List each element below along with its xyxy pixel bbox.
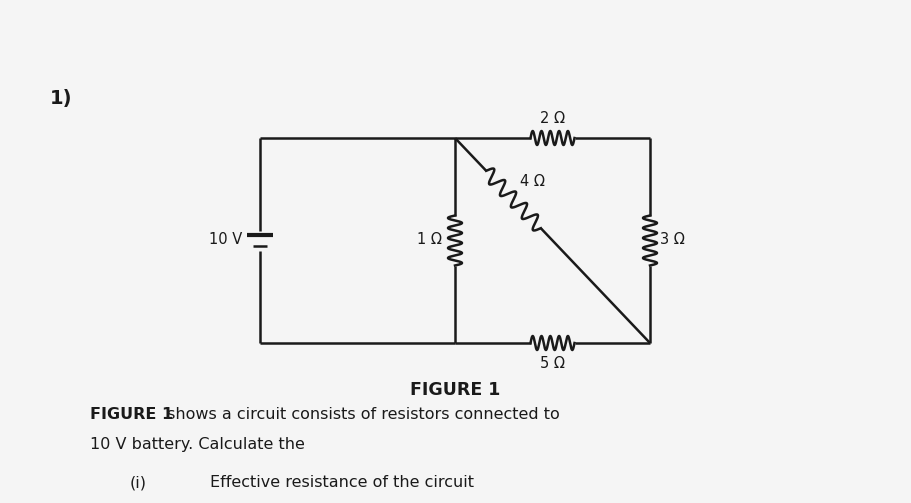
- Text: 5 Ω: 5 Ω: [540, 356, 565, 371]
- Text: 10 V battery. Calculate the: 10 V battery. Calculate the: [90, 437, 305, 452]
- Text: Effective resistance of the circuit: Effective resistance of the circuit: [210, 475, 474, 490]
- Text: 2 Ω: 2 Ω: [540, 111, 565, 126]
- Text: FIGURE 1: FIGURE 1: [90, 407, 173, 422]
- Text: 3 Ω: 3 Ω: [660, 232, 685, 247]
- Text: 10 V: 10 V: [209, 232, 242, 247]
- Text: shows a circuit consists of resistors connected to: shows a circuit consists of resistors co…: [162, 407, 559, 422]
- Text: 4 Ω: 4 Ω: [520, 174, 546, 189]
- Text: (i): (i): [130, 475, 147, 490]
- Text: FIGURE 1: FIGURE 1: [410, 381, 500, 399]
- Text: 1 Ω: 1 Ω: [417, 232, 442, 247]
- Text: 1): 1): [50, 89, 73, 108]
